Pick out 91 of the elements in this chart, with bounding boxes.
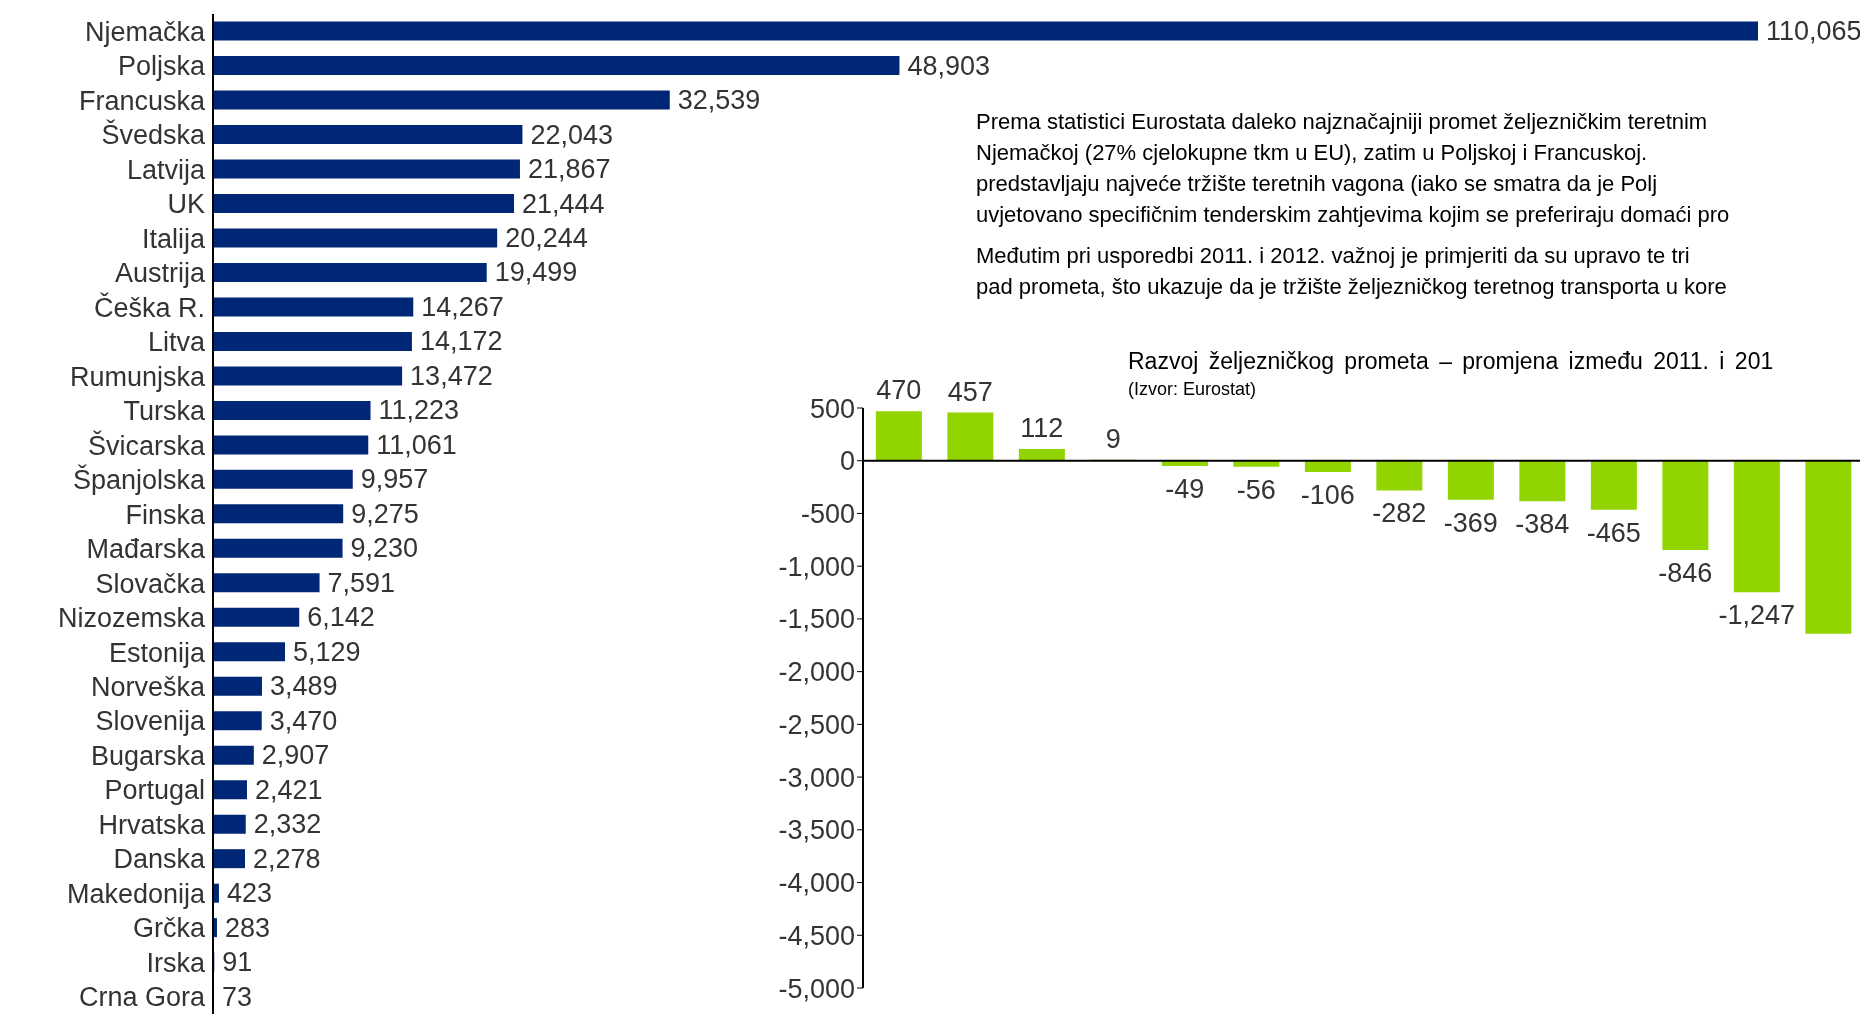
data-label: 457 [947, 376, 993, 407]
y-tick-label: Grčka [132, 913, 206, 944]
annotation: uvjetovano specifičnim tenderskim zahtjevima kojim se preferiraju domaći pro [976, 201, 1731, 229]
data-label: 11,061 [376, 429, 457, 460]
y-tick-label: 0 [839, 446, 855, 477]
y-tick-label: Španjolska [72, 464, 206, 496]
annotation: Njemačkoj (27% cjelokupne tkm u EU), zatim u Poljskoj i Francuskoj. [976, 139, 1649, 167]
data-label: 14,267 [421, 291, 504, 322]
data-label: 9,957 [360, 464, 429, 495]
y-tick-label: Njemačka [84, 16, 206, 47]
y-tick-label: Litva [147, 327, 206, 358]
annotation: Prema statistici Eurostata daleko najznačajniji promet željezničkim teretnim [976, 108, 1709, 136]
y-tick-label: Slovenija [95, 706, 206, 737]
data-label: 32,539 [677, 85, 761, 116]
y-tick-label: Bugarska [90, 740, 206, 771]
data-label: 21,444 [522, 188, 605, 219]
data-label: -369 [1443, 507, 1498, 538]
data-label: -1,247 [1718, 600, 1796, 631]
y-tick-label: Italija [141, 223, 206, 254]
data-label: 2,421 [254, 774, 323, 805]
data-label: 7,591 [327, 567, 396, 598]
data-label: 22,043 [530, 119, 614, 150]
y-tick-label: Švedska [101, 119, 206, 151]
y-tick-label: Francuska [78, 85, 206, 116]
annotation: Međutim pri usporedbi 2011. i 2012. važnoj je primjeriti da su upravo te tri [976, 242, 1691, 270]
data-label: 21,867 [527, 154, 611, 185]
data-label: -846 [1658, 557, 1713, 588]
data-label: 5,129 [293, 636, 361, 667]
y-tick-label: Crna Gora [78, 982, 206, 1013]
y-tick-label: Češka R. [93, 291, 205, 323]
data-label: 73 [222, 981, 253, 1012]
data-label: -384 [1515, 509, 1570, 540]
data-label: 3,489 [269, 671, 338, 702]
y-tick-label: -1,000 [778, 551, 855, 582]
y-tick-label: Danska [113, 844, 206, 875]
data-label: 283 [224, 912, 271, 943]
data-label: 2,278 [252, 843, 321, 874]
data-label: -106 [1300, 479, 1355, 510]
y-tick-label: -500 [800, 499, 855, 530]
data-label: -465 [1586, 517, 1641, 548]
y-tick-label: -4,500 [778, 920, 855, 951]
y-tick-label: Mađarska [86, 534, 206, 565]
y-tick-label: -3,000 [778, 762, 855, 793]
data-label: 9 [1105, 423, 1121, 454]
data-label: 6,142 [307, 602, 375, 633]
y-tick-label: 500 [809, 393, 855, 424]
data-label: 2,332 [253, 809, 322, 840]
y-tick-label: Makedonija [66, 878, 206, 909]
y-tick-label: Slovačka [95, 568, 206, 599]
y-tick-label: Rumunjska [69, 361, 206, 392]
data-label: 14,172 [419, 326, 503, 357]
y-tick-label: Latvija [126, 154, 206, 185]
data-label: 423 [226, 878, 272, 909]
data-label: -49 [1165, 473, 1205, 504]
data-label: -282 [1372, 498, 1427, 529]
data-label: 9,230 [350, 533, 419, 564]
y-tick-label: -4,000 [778, 868, 855, 899]
y-tick-label: -2,000 [778, 657, 855, 688]
y-tick-label: Turska [123, 396, 206, 427]
data-label: 19,499 [494, 257, 578, 288]
annotation: pad prometa, što ukazuje da je tržište željezničkog teretnog transporta u kore [976, 273, 1728, 301]
y-tick-label: Švicarska [87, 429, 206, 461]
data-label: 110,065 [1766, 16, 1862, 47]
chart-title: Razvoj željezničkog prometa – promjena između 2011. i 201 [1128, 348, 1774, 375]
data-label: 9,275 [351, 498, 419, 529]
y-tick-label: -1,500 [778, 604, 855, 635]
y-tick-label: Portugal [104, 775, 205, 806]
y-tick-label: Hrvatska [98, 809, 206, 840]
y-tick-label: -2,500 [778, 709, 855, 740]
data-label: 48,903 [907, 50, 991, 81]
y-tick-label: -3,500 [778, 815, 855, 846]
y-tick-label: UK [167, 189, 205, 220]
y-tick-label: Finska [125, 499, 206, 530]
annotation: predstavljaju najveće tržište teretnih vagona (iako se smatra da je Polj [976, 170, 1659, 198]
data-label: 11,223 [378, 395, 460, 426]
data-label: 13,472 [410, 360, 493, 391]
y-tick-label: Estonija [108, 637, 206, 668]
y-tick-label: -5,000 [778, 973, 855, 1004]
data-label: 20,244 [505, 222, 588, 253]
data-label: 3,470 [269, 705, 338, 736]
data-label: 112 [1020, 412, 1064, 443]
data-label: 91 [222, 947, 253, 978]
data-label: 470 [876, 375, 922, 406]
y-tick-label: Norveška [90, 672, 206, 702]
y-tick-label: Nizozemska [57, 603, 206, 634]
data-label: -56 [1236, 474, 1276, 505]
y-tick-label: Poljska [117, 51, 206, 82]
y-tick-label: Austrija [114, 258, 206, 289]
chart-subtitle: (Izvor: Eurostat) [1128, 379, 1258, 400]
data-label: 2,907 [261, 740, 330, 771]
y-tick-label: Irska [146, 947, 206, 978]
